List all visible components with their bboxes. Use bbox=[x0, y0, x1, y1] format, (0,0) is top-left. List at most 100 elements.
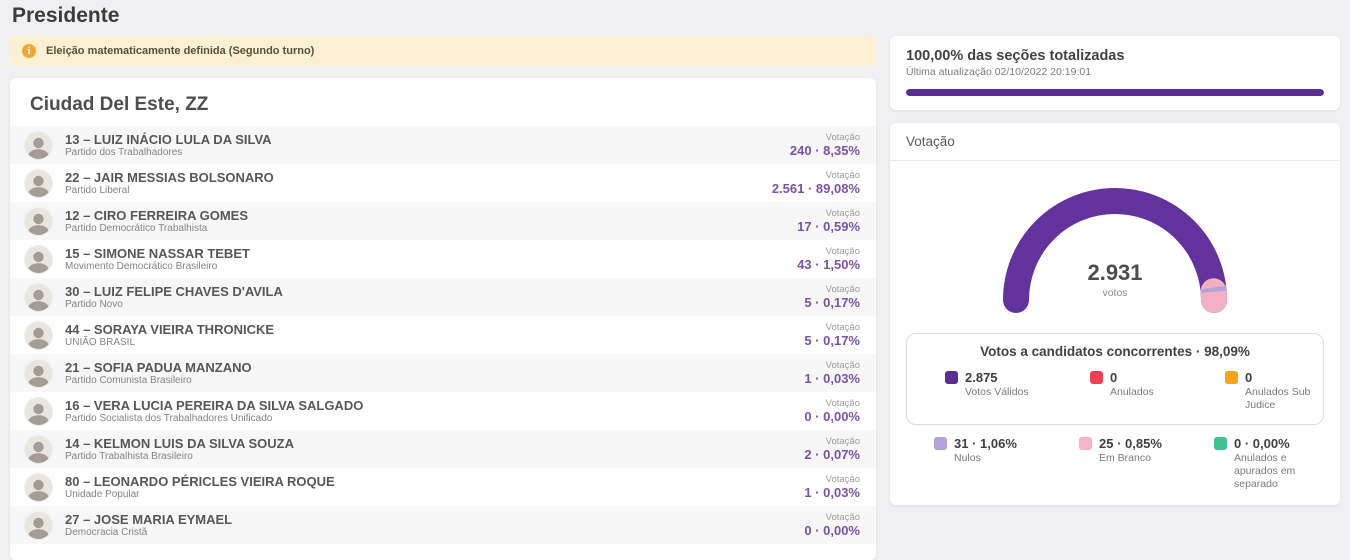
vote-label: Votação bbox=[825, 512, 860, 523]
sections-totalized-title: 100,00% das seções totalizadas bbox=[906, 48, 1125, 64]
candidate-party: Partido Novo bbox=[65, 298, 123, 310]
votes-gauge-chart: 2.931 votos bbox=[985, 175, 1245, 325]
legend-value: 0 bbox=[1110, 370, 1118, 385]
banner-text: Eleição matematicamente definida (Segund… bbox=[46, 45, 315, 57]
legend-item: 25 · 0,85% Em Branco bbox=[1079, 435, 1214, 491]
gauge-arc bbox=[1003, 188, 1227, 313]
candidate-row[interactable]: 14 – KELMON LUIS DA SILVA SOUZA Partido … bbox=[10, 430, 876, 468]
legend-label: Votos Válidos bbox=[965, 386, 1029, 398]
competing-votes-box: Votos a candidatos concorrentes · 98,09%… bbox=[906, 333, 1324, 425]
candidate-row[interactable]: 30 – LUIZ FELIPE CHAVES D'AVILA Partido … bbox=[10, 278, 876, 316]
vote-value: 5 · 0,17% bbox=[804, 295, 860, 310]
candidate-name: 15 – SIMONE NASSAR TEBET bbox=[65, 245, 250, 261]
candidate-party: Partido dos Trabalhadores bbox=[65, 146, 183, 158]
candidate-name: 14 – KELMON LUIS DA SILVA SOUZA bbox=[65, 435, 294, 451]
candidate-row[interactable]: 44 – SORAYA VIEIRA THRONICKE UNIÃO BRASI… bbox=[10, 316, 876, 354]
candidate-name: 21 – SOFIA PADUA MANZANO bbox=[65, 359, 252, 375]
totalization-progress-fill bbox=[906, 89, 1324, 96]
legend-item: 0 Anulados Sub Judice bbox=[1225, 369, 1313, 412]
candidate-party: Partido Democrático Trabalhista bbox=[65, 222, 208, 234]
legend-swatch bbox=[1090, 371, 1103, 384]
candidate-photo bbox=[24, 320, 53, 350]
candidate-name: 13 – LUIZ INÁCIO LULA DA SILVA bbox=[65, 131, 272, 147]
vote-label: Votação bbox=[825, 208, 860, 219]
candidate-name: 12 – CIRO FERREIRA GOMES bbox=[65, 207, 248, 223]
candidate-row[interactable]: 12 – CIRO FERREIRA GOMES Partido Democrá… bbox=[10, 202, 876, 240]
candidate-row[interactable]: 13 – LUIZ INÁCIO LULA DA SILVA Partido d… bbox=[10, 126, 876, 164]
votacao-card-title: Votação bbox=[890, 123, 1340, 161]
vote-value: 240 · 8,35% bbox=[789, 143, 860, 158]
candidate-photo bbox=[24, 130, 53, 160]
legend-label: Anulados Sub Judice bbox=[1245, 386, 1311, 411]
vote-label: Votação bbox=[825, 360, 860, 371]
legend-swatch bbox=[1225, 371, 1238, 384]
candidate-party: Partido Trabalhista Brasileiro bbox=[65, 450, 193, 462]
legend-swatch bbox=[1079, 437, 1092, 450]
legend-item: 0 Anulados bbox=[1090, 369, 1225, 412]
candidate-photo bbox=[24, 434, 53, 464]
candidate-photo bbox=[24, 282, 53, 312]
vote-label: Votação bbox=[825, 132, 860, 143]
vote-value: 5 · 0,17% bbox=[804, 333, 860, 348]
candidate-name: 44 – SORAYA VIEIRA THRONICKE bbox=[65, 321, 275, 337]
legend-value: 0 · 0,00% bbox=[1234, 436, 1290, 451]
vote-value: 43 · 1,50% bbox=[797, 257, 860, 272]
legend-label: Nulos bbox=[954, 452, 981, 464]
vote-value: 2 · 0,07% bbox=[804, 447, 860, 462]
candidate-photo bbox=[24, 396, 53, 426]
vote-value: 0 · 0,00% bbox=[804, 409, 860, 424]
candidate-row[interactable]: 21 – SOFIA PADUA MANZANO Partido Comunis… bbox=[10, 354, 876, 392]
legend-value: 31 · 1,06% bbox=[954, 436, 1017, 451]
legend-label: Anulados bbox=[1110, 386, 1154, 398]
vote-label: Votação bbox=[825, 436, 860, 447]
totalization-progress-bar bbox=[906, 89, 1324, 96]
candidate-photo bbox=[24, 472, 53, 502]
election-defined-banner: i Eleição matematicamente definida (Segu… bbox=[10, 36, 876, 66]
legend-item: 2.875 Votos Válidos bbox=[945, 369, 1090, 412]
last-updated-text: Última atualização 02/10/2022 20:19:01 bbox=[906, 66, 1092, 78]
candidate-party: Unidade Popular bbox=[65, 488, 140, 500]
candidate-row[interactable]: 22 – JAIR MESSIAS BOLSONARO Partido Libe… bbox=[10, 164, 876, 202]
vote-label: Votação bbox=[825, 246, 860, 257]
candidate-photo bbox=[24, 358, 53, 388]
candidate-party: Partido Comunista Brasileiro bbox=[65, 374, 192, 386]
vote-label: Votação bbox=[825, 284, 860, 295]
candidate-party: Democracia Cristã bbox=[65, 526, 148, 538]
vote-value: 1 · 0,03% bbox=[804, 371, 860, 386]
legend-swatch bbox=[1214, 437, 1227, 450]
municipality-title: Ciudad Del Este, ZZ bbox=[30, 94, 209, 115]
candidate-list: 13 – LUIZ INÁCIO LULA DA SILVA Partido d… bbox=[10, 126, 876, 544]
info-icon: i bbox=[22, 44, 36, 58]
votacao-card: Votação 2.931 votos Votos a candidatos c… bbox=[890, 123, 1340, 505]
legend-swatch bbox=[945, 371, 958, 384]
candidate-row[interactable]: 80 – LEONARDO PÉRICLES VIEIRA ROQUE Unid… bbox=[10, 468, 876, 506]
legend-label: Anulados e apurados em separado bbox=[1234, 452, 1296, 490]
vote-label: Votação bbox=[825, 398, 860, 409]
candidate-name: 16 – VERA LUCIA PEREIRA DA SILVA SALGADO bbox=[65, 397, 364, 413]
candidate-row[interactable]: 15 – SIMONE NASSAR TEBET Movimento Democ… bbox=[10, 240, 876, 278]
candidate-party: UNIÃO BRASIL bbox=[65, 336, 136, 348]
legend-value: 0 bbox=[1245, 370, 1253, 385]
legend-value: 25 · 0,85% bbox=[1099, 436, 1162, 451]
vote-value: 17 · 0,59% bbox=[797, 219, 860, 234]
vote-value: 1 · 0,03% bbox=[804, 485, 860, 500]
candidate-photo bbox=[24, 206, 53, 236]
page-title: Presidente bbox=[12, 4, 120, 27]
legend-swatch bbox=[934, 437, 947, 450]
candidate-photo bbox=[24, 510, 53, 540]
candidate-row[interactable]: 27 – JOSE MARIA EYMAEL Democracia Cristã… bbox=[10, 506, 876, 544]
candidate-party: Partido Socialista dos Trabalhadores Uni… bbox=[65, 412, 273, 424]
candidate-name: 30 – LUIZ FELIPE CHAVES D'AVILA bbox=[65, 283, 283, 299]
candidate-name: 80 – LEONARDO PÉRICLES VIEIRA ROQUE bbox=[65, 473, 335, 489]
vote-label: Votação bbox=[825, 170, 860, 181]
candidate-photo bbox=[24, 244, 53, 274]
legend-value: 2.875 bbox=[965, 370, 998, 385]
candidate-party: Movimento Democrático Brasileiro bbox=[65, 260, 218, 272]
legend-item: 0 · 0,00% Anulados e apurados em separad… bbox=[1214, 435, 1314, 491]
candidate-row[interactable]: 16 – VERA LUCIA PEREIRA DA SILVA SALGADO… bbox=[10, 392, 876, 430]
candidate-party: Partido Liberal bbox=[65, 184, 130, 196]
vote-value: 0 · 0,00% bbox=[804, 523, 860, 538]
sections-totalized-card: 100,00% das seções totalizadas Última at… bbox=[890, 36, 1340, 110]
candidate-name: 22 – JAIR MESSIAS BOLSONARO bbox=[65, 169, 274, 185]
